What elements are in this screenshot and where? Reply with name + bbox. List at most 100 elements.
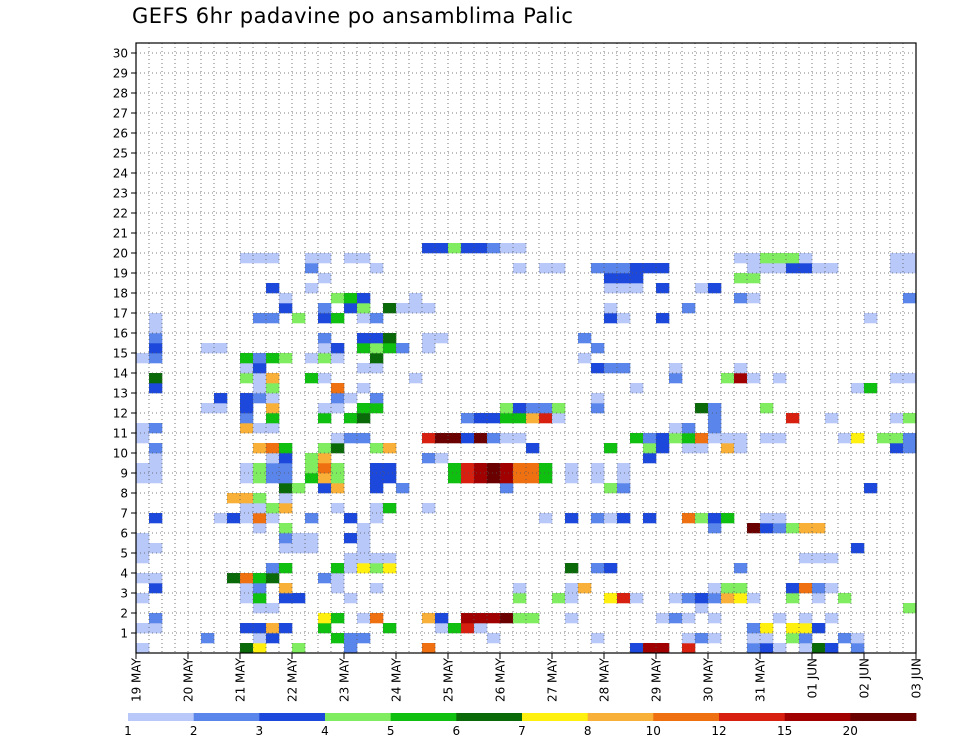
heatmap-cell [799,643,813,653]
heatmap-cell [708,413,722,424]
heatmap-cell [786,583,800,594]
heatmap-cell [734,253,748,264]
heatmap-cell [409,303,423,314]
heatmap-cell [747,293,761,304]
y-tick-label: 23 [113,187,128,201]
heatmap-cell [435,453,449,464]
heatmap-cell [253,603,267,614]
heatmap-cell [136,423,150,434]
heatmap-cell [708,423,722,434]
heatmap-cell [747,253,761,264]
heatmap-cell [422,643,436,653]
heatmap-cell [279,593,293,604]
heatmap-cell [318,413,332,424]
heatmap-cell [903,263,916,274]
y-tick-label: 5 [120,547,128,561]
heatmap-cell [669,423,683,434]
heatmap-cell [708,433,722,444]
heatmap-cell [253,623,267,634]
heatmap-cell [266,633,280,644]
heatmap-cell [240,253,254,264]
heatmap-cell [253,513,267,524]
heatmap-cell [279,463,293,474]
heatmap-cell [357,403,371,414]
heatmap-cell [292,593,306,604]
heatmap-cell [682,443,696,454]
y-tick-label: 16 [113,327,128,341]
heatmap-cell [721,433,735,444]
heatmap-cell [422,243,436,254]
heatmap-cell [786,633,800,644]
x-tick-label: 24 MAY [390,657,404,702]
heatmap-cell [383,553,397,564]
heatmap-cell [435,333,449,344]
y-tick-label: 27 [113,107,128,121]
heatmap-cell [552,593,566,604]
colorbar-label: 10 [646,724,661,738]
heatmap-cell [240,593,254,604]
heatmap-cell [734,433,748,444]
heatmap-cell [461,243,475,254]
heatmap-cell [149,453,163,464]
heatmap-cell [370,443,384,454]
colorbar-label: 4 [321,724,329,738]
heatmap-cell [370,363,384,374]
heatmap-cell [136,543,150,554]
heatmap-cell [760,633,774,644]
heatmap-cell [513,263,527,274]
heatmap-cell [578,583,592,594]
heatmap-cell [682,433,696,444]
heatmap-cell [747,593,761,604]
heatmap-cell [747,273,761,284]
heatmap-cell [461,473,475,484]
y-tick-label: 4 [120,567,128,581]
heatmap-cell [201,403,215,414]
heatmap-cell [799,613,813,624]
heatmap-cell [279,293,293,304]
heatmap-cell [357,293,371,304]
heatmap-cell [513,433,527,444]
heatmap-cell [331,403,345,414]
heatmap-cell [552,263,566,274]
heatmap-cell [617,513,631,524]
heatmap-cell [279,453,293,464]
heatmap-cell [253,493,267,504]
y-tick-label: 9 [120,467,128,481]
heatmap-cell [201,343,215,354]
heatmap-cell [851,543,865,554]
heatmap-cell [890,413,904,424]
heatmap-cell [669,593,683,604]
heatmap-cell [721,583,735,594]
heatmap-cell [318,463,332,474]
heatmap-cell [422,453,436,464]
heatmap-cell [396,483,410,494]
heatmap-cell [318,343,332,354]
heatmap-cell [812,623,826,634]
heatmap-cell [487,463,501,474]
heatmap-cell [487,413,501,424]
heatmap-cell [305,373,319,384]
heatmap-cell [708,403,722,414]
heatmap-cell [279,503,293,514]
heatmap-cell [773,253,787,264]
heatmap-cell [331,353,345,364]
heatmap-cell [266,393,280,404]
heatmap-cell [591,463,605,474]
heatmap-cell [461,613,475,624]
heatmap-cell [370,343,384,354]
heatmap-cell [266,463,280,474]
heatmap-cell [539,473,553,484]
y-tick-label: 11 [113,427,128,441]
heatmap-cell [708,283,722,294]
heatmap-cell [422,433,436,444]
heatmap-cell [344,433,358,444]
heatmap-cell [253,443,267,454]
heatmap-cell [721,443,735,454]
colorbar-label: 7 [518,724,526,738]
heatmap-cell [682,423,696,434]
heatmap-cell [916,603,929,613]
heatmap-cell [253,383,267,394]
heatmap-cell [812,553,826,564]
heatmap-cell [318,403,332,414]
heatmap-cell [786,623,800,634]
